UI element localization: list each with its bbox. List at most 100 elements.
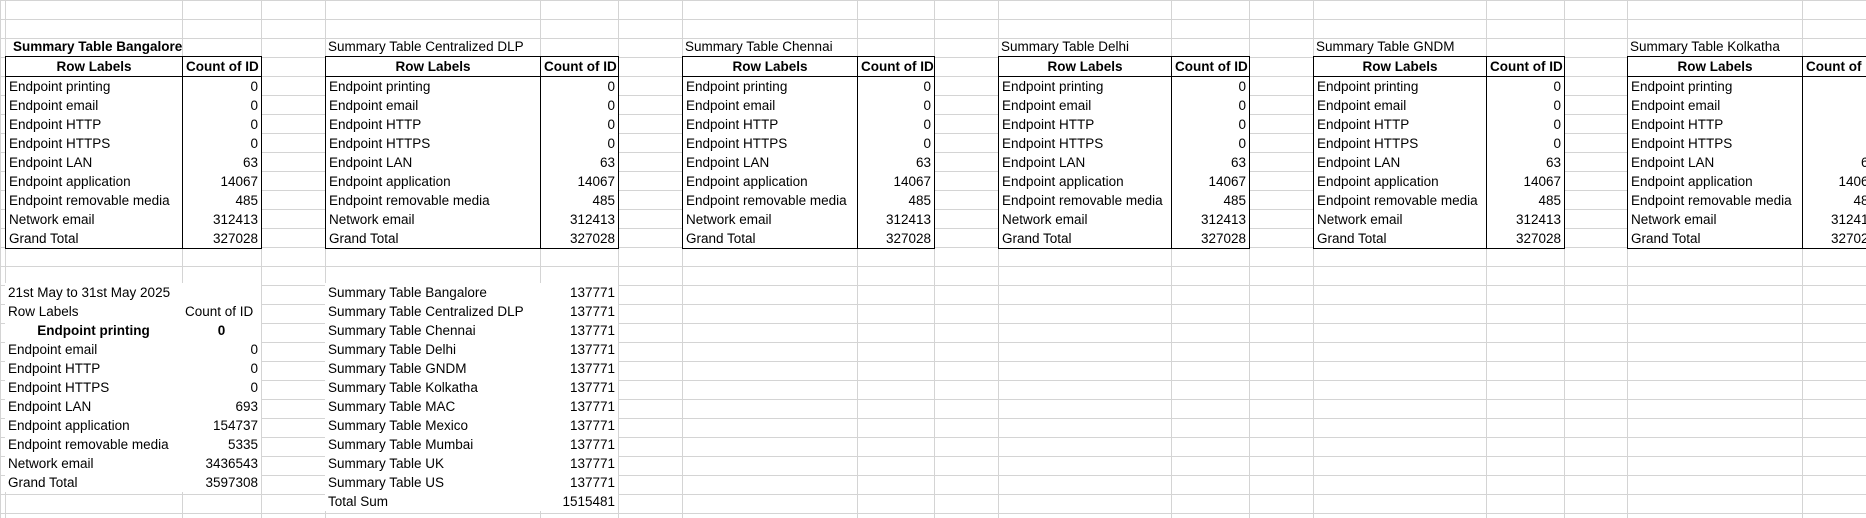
- summary-label[interactable]: Summary Table Bangalore: [328, 285, 487, 300]
- summary-value[interactable]: 137771: [569, 361, 615, 376]
- count-of-id-header[interactable]: Count of ID: [857, 56, 935, 77]
- pivot-table-chennai[interactable]: Row Labels Count of ID Endpoint printing 0…: [682, 56, 935, 249]
- row-value[interactable]: 63: [182, 153, 262, 172]
- row-value[interactable]: 5335: [227, 437, 258, 452]
- row-label[interactable]: Endpoint email: [682, 96, 858, 115]
- row-labels-header[interactable]: Row Labels: [325, 56, 541, 77]
- row-value[interactable]: 0: [217, 323, 226, 338]
- summary-value[interactable]: 137771: [569, 323, 615, 338]
- row-labels-header[interactable]: Row Labels: [8, 304, 79, 319]
- count-of-id-header[interactable]: Count of ID: [540, 56, 619, 77]
- row-value[interactable]: 0: [182, 96, 262, 115]
- row-value[interactable]: 154737: [212, 418, 258, 433]
- row-value[interactable]: 0: [857, 76, 935, 96]
- summary-value[interactable]: 137771: [569, 475, 615, 490]
- total-sum-label[interactable]: Total Sum: [328, 494, 389, 509]
- summary-value[interactable]: 137771: [569, 418, 615, 433]
- row-labels-header[interactable]: Row Labels: [5, 56, 183, 77]
- row-label[interactable]: Network email: [682, 210, 858, 229]
- summary-label[interactable]: Summary Table Kolkatha: [328, 380, 478, 395]
- row-value[interactable]: 0: [182, 134, 262, 153]
- grand-total-label[interactable]: Grand Total: [998, 229, 1172, 249]
- summary-value[interactable]: 137771: [569, 304, 615, 319]
- summary-value[interactable]: 137771: [569, 285, 615, 300]
- row-label[interactable]: Endpoint removable media: [998, 191, 1172, 210]
- row-label[interactable]: Endpoint email: [1627, 96, 1803, 115]
- row-label[interactable]: Endpoint HTTP: [325, 115, 541, 134]
- row-label[interactable]: Endpoint HTTPS: [1313, 134, 1487, 153]
- row-value[interactable]: 0: [540, 134, 619, 153]
- row-value[interactable]: 312413: [540, 210, 619, 229]
- row-value[interactable]: [1802, 115, 1866, 134]
- row-label[interactable]: Endpoint removable media: [1313, 191, 1487, 210]
- grand-total-label[interactable]: Grand Total: [682, 229, 858, 249]
- grand-total-label[interactable]: Grand Total: [325, 229, 541, 249]
- row-label[interactable]: Endpoint application: [1313, 172, 1487, 191]
- row-label[interactable]: Endpoint HTTPS: [5, 134, 183, 153]
- row-label[interactable]: Endpoint removable media: [682, 191, 858, 210]
- pivot-table-bangalore[interactable]: Row Labels Count of ID Endpoint printing 0…: [5, 56, 262, 249]
- row-value[interactable]: 693: [235, 399, 258, 414]
- pivot-table-gndm[interactable]: Row Labels Count of ID Endpoint printing 0…: [1313, 56, 1565, 249]
- pivot-title-bangalore[interactable]: Summary Table Bangalore: [13, 39, 183, 54]
- grand-total-label[interactable]: Grand Total: [5, 229, 183, 249]
- row-label[interactable]: Endpoint LAN: [682, 153, 858, 172]
- row-labels-header[interactable]: Row Labels: [682, 56, 858, 77]
- summary-label[interactable]: Summary Table GNDM: [328, 361, 467, 376]
- grand-total-value[interactable]: 327028: [1486, 229, 1565, 249]
- count-of-id-header[interactable]: Count of ID: [182, 56, 262, 77]
- row-value[interactable]: 0: [1486, 134, 1565, 153]
- row-value[interactable]: 14067: [857, 172, 935, 191]
- row-value[interactable]: 485: [1171, 191, 1250, 210]
- row-label[interactable]: Endpoint application: [8, 418, 130, 433]
- summary-value[interactable]: 137771: [569, 380, 615, 395]
- summary-value[interactable]: 137771: [569, 437, 615, 452]
- row-label[interactable]: Endpoint printing: [1627, 76, 1803, 96]
- row-value[interactable]: 14067: [1171, 172, 1250, 191]
- summary-value[interactable]: 137771: [569, 399, 615, 414]
- row-label[interactable]: Endpoint email: [8, 342, 98, 357]
- row-label[interactable]: Endpoint printing: [325, 76, 541, 96]
- row-label[interactable]: Endpoint printing: [1313, 76, 1487, 96]
- grand-total-label[interactable]: Grand Total: [8, 475, 78, 490]
- row-value[interactable]: 485: [857, 191, 935, 210]
- row-label[interactable]: Endpoint email: [1313, 96, 1487, 115]
- row-label[interactable]: Endpoint removable media: [1627, 191, 1803, 210]
- row-label[interactable]: Endpoint printing: [5, 76, 183, 96]
- row-value[interactable]: [1802, 134, 1866, 153]
- row-value[interactable]: 0: [250, 361, 258, 376]
- row-value[interactable]: 485: [1802, 191, 1866, 210]
- summary-label[interactable]: Summary Table Chennai: [328, 323, 476, 338]
- row-label[interactable]: Network email: [1627, 210, 1803, 229]
- row-label[interactable]: Endpoint application: [325, 172, 541, 191]
- row-label[interactable]: Endpoint removable media: [5, 191, 183, 210]
- row-value[interactable]: 0: [857, 134, 935, 153]
- row-value[interactable]: 485: [1486, 191, 1565, 210]
- row-label[interactable]: Endpoint LAN: [8, 399, 92, 414]
- row-label[interactable]: Endpoint application: [998, 172, 1172, 191]
- summary-label[interactable]: Summary Table US: [328, 475, 445, 490]
- summary-value[interactable]: 137771: [569, 456, 615, 471]
- row-label[interactable]: Endpoint printing: [37, 323, 150, 338]
- grand-total-value[interactable]: 327028: [540, 229, 619, 249]
- grand-total-value[interactable]: 327028: [857, 229, 935, 249]
- row-label[interactable]: Network email: [5, 210, 183, 229]
- row-value[interactable]: 0: [250, 342, 258, 357]
- row-value[interactable]: 0: [857, 115, 935, 134]
- row-value[interactable]: 312413: [1486, 210, 1565, 229]
- row-label[interactable]: Network email: [1313, 210, 1487, 229]
- row-value[interactable]: [1802, 76, 1866, 96]
- pivot-title-delhi[interactable]: Summary Table Delhi: [1001, 39, 1130, 54]
- count-of-id-header[interactable]: Count of ID: [185, 304, 254, 319]
- grand-total-label[interactable]: Grand Total: [1627, 229, 1803, 249]
- row-label[interactable]: Endpoint LAN: [1627, 153, 1803, 172]
- row-value[interactable]: 0: [857, 96, 935, 115]
- summary-label[interactable]: Summary Table Mexico: [328, 418, 469, 433]
- grand-total-value[interactable]: 3597308: [205, 475, 258, 490]
- row-value[interactable]: 0: [1171, 76, 1250, 96]
- row-label[interactable]: Endpoint HTTP: [1313, 115, 1487, 134]
- row-value[interactable]: 63: [857, 153, 935, 172]
- summary-label[interactable]: Summary Table Centralized DLP: [328, 304, 524, 319]
- grand-total-value[interactable]: 327028: [1171, 229, 1250, 249]
